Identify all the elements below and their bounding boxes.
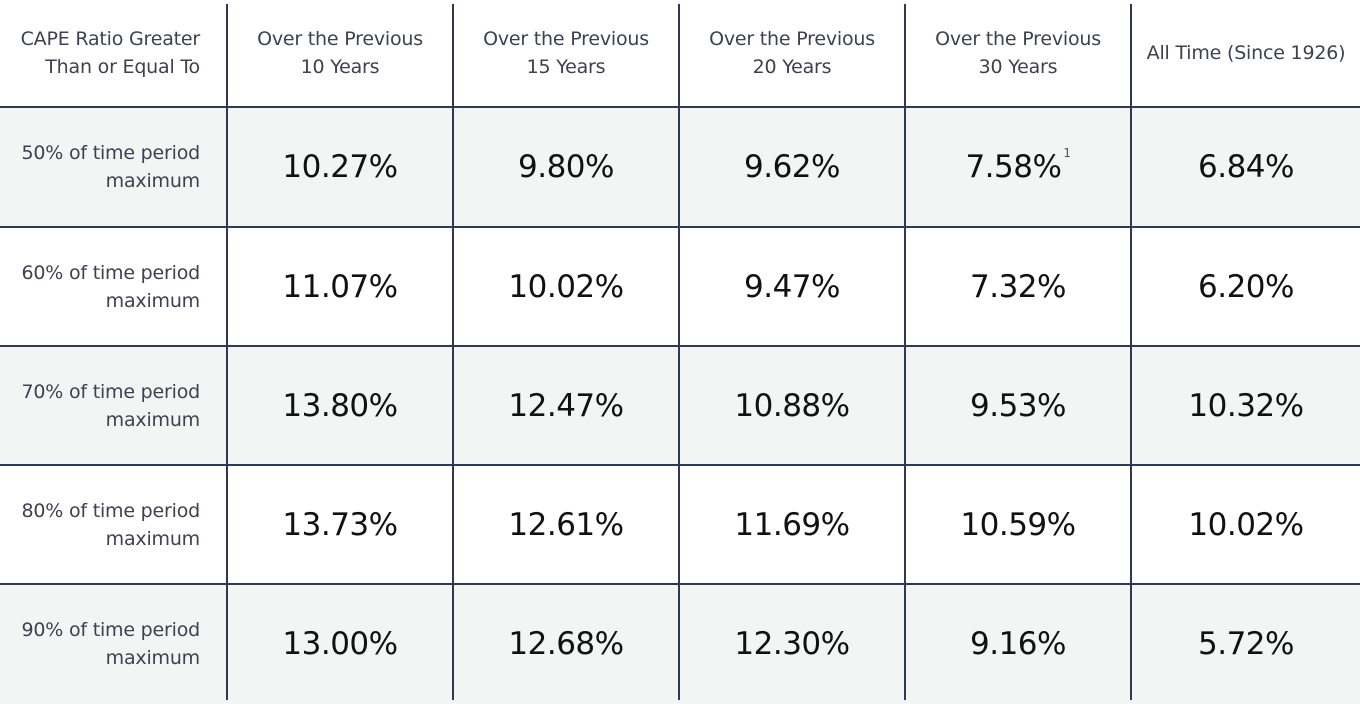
table-cell: 13.80% (282, 387, 398, 424)
column-header-20-years: Over the Previous 20 Years (709, 28, 875, 78)
table-cell: 11.07% (282, 268, 398, 305)
row-divider (0, 345, 1360, 347)
table-cell: 9.53% (970, 387, 1066, 424)
column-divider (904, 4, 906, 700)
table-cell: 9.80% (518, 149, 614, 185)
table-cell: 13.73% (282, 506, 398, 543)
column-divider (678, 4, 680, 700)
table-cell: 7.58% 1 (965, 146, 1071, 185)
row-divider (0, 226, 1360, 228)
table-cell: 9.16% (970, 625, 1066, 662)
row-label-60: 60% of time period maximum (21, 261, 200, 312)
table-cell: 12.30% (734, 625, 850, 662)
table-cell: 10.88% (734, 387, 850, 424)
row-label-90: 90% of time period maximum (21, 618, 200, 669)
column-divider (1130, 4, 1132, 700)
row-label-80: 80% of time period maximum (21, 499, 200, 550)
table-cell: 10.32% (1188, 387, 1304, 424)
column-divider (226, 4, 228, 700)
table-cell: 7.32% (970, 268, 1066, 305)
footnote-marker: 1 (1063, 146, 1071, 160)
table-cell: 10.02% (508, 268, 624, 305)
column-header-cape-ratio: CAPE Ratio Greater Than or Equal To (20, 28, 201, 78)
row-label-50: 50% of time period maximum (21, 142, 200, 192)
table-cell: 12.47% (508, 387, 624, 424)
row-divider (0, 106, 1360, 108)
table-cell: 5.72% (1198, 625, 1294, 662)
column-header-10-years: Over the Previous 10 Years (257, 28, 423, 78)
table-cell: 12.61% (508, 506, 624, 543)
column-header-15-years: Over the Previous 15 Years (483, 28, 649, 78)
table-cell: 10.27% (282, 149, 398, 185)
table-cell: 12.68% (508, 625, 624, 662)
column-divider (452, 4, 454, 700)
table-cell: 9.47% (744, 268, 840, 305)
row-divider (0, 583, 1360, 585)
table-cell: 9.62% (744, 149, 840, 185)
table-cell: 13.00% (282, 625, 398, 662)
column-header-30-years: Over the Previous 30 Years (935, 28, 1101, 78)
table-cell: 6.20% (1198, 268, 1294, 305)
table-cell: 11.69% (734, 506, 850, 543)
row-divider (0, 464, 1360, 466)
row-label-70: 70% of time period maximum (21, 380, 200, 431)
table-cell: 6.84% (1198, 149, 1294, 185)
table-cell: 10.02% (1188, 506, 1304, 543)
column-header-all-time: All Time (Since 1926) (1146, 42, 1346, 64)
table-cell: 10.59% (960, 506, 1076, 543)
